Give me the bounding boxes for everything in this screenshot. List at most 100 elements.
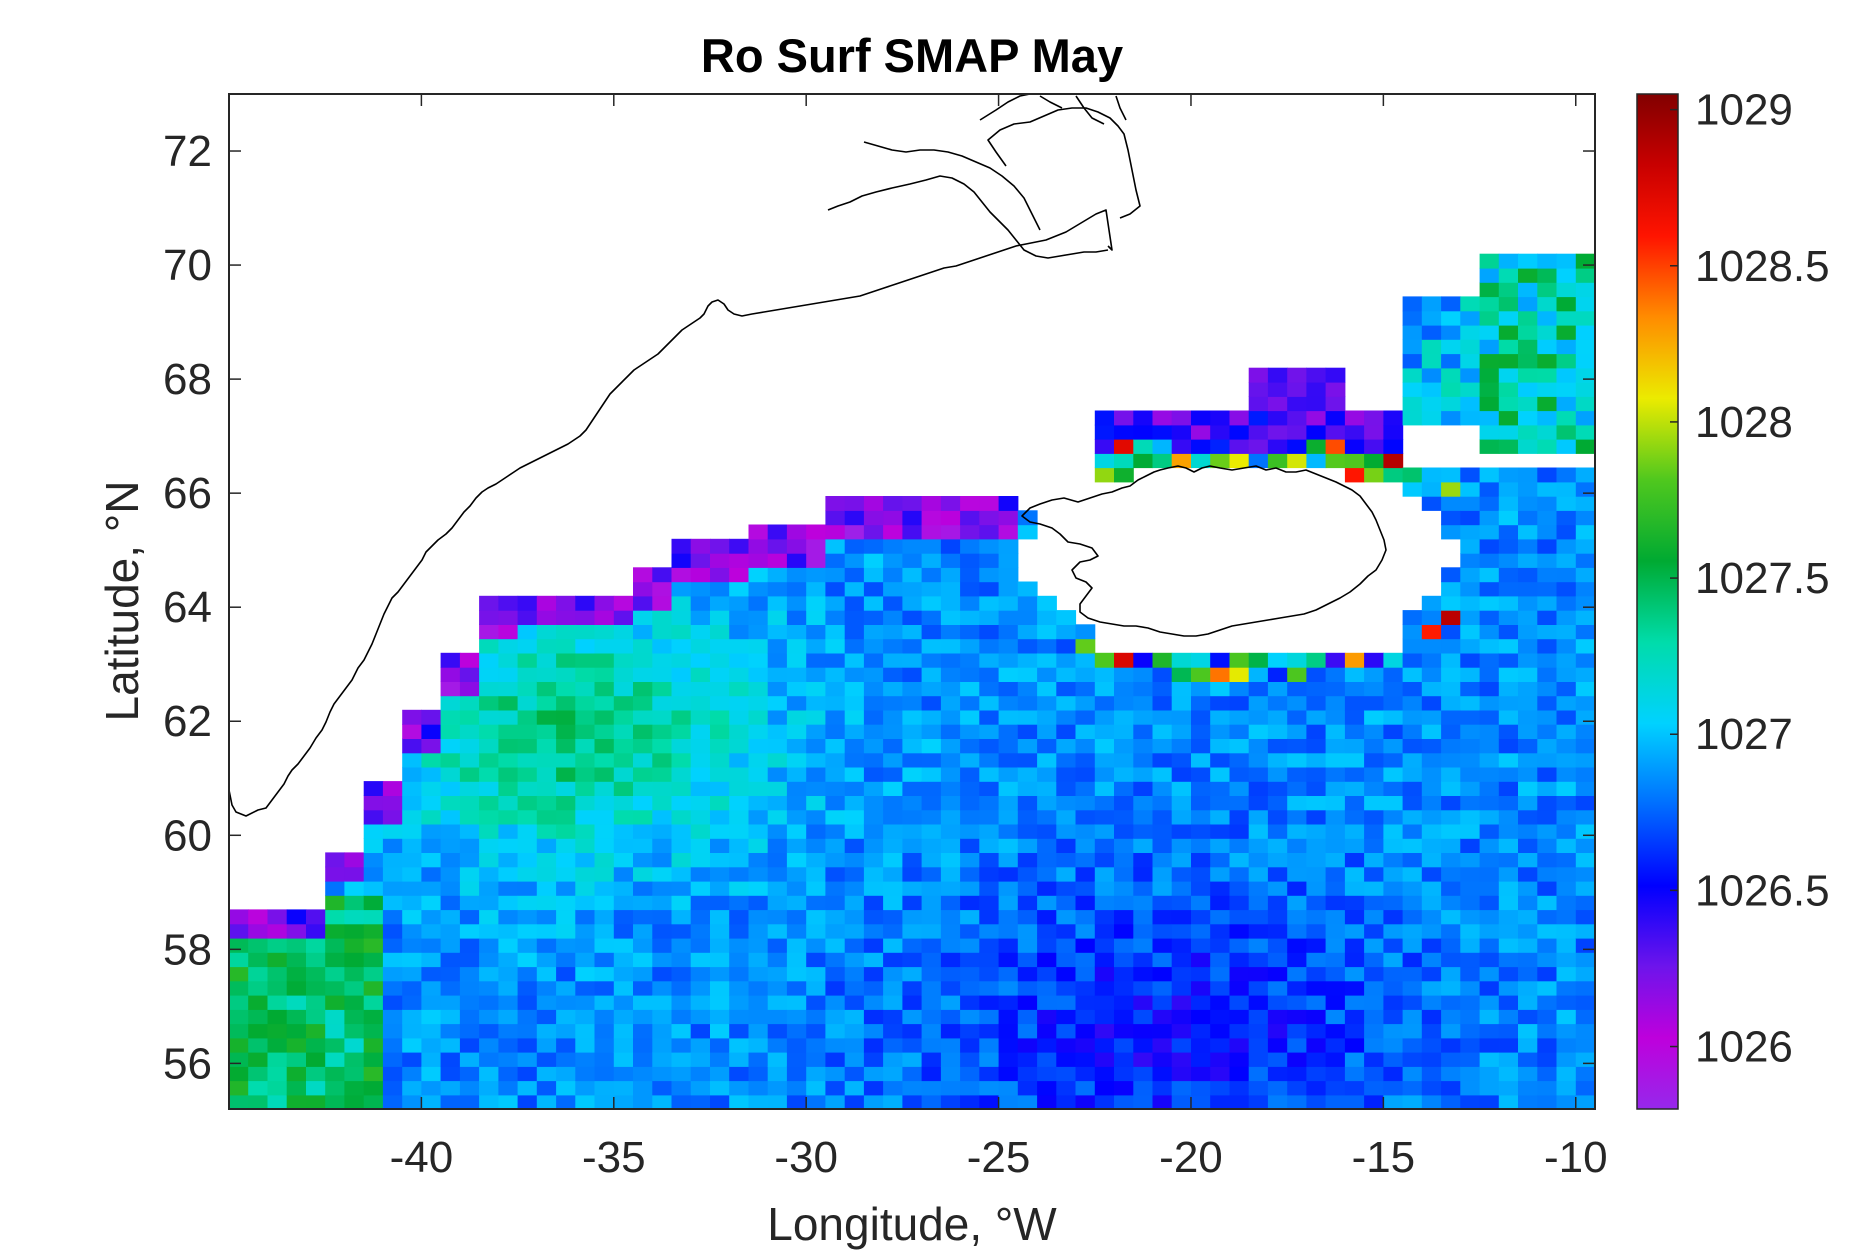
heatmap-cell [883, 595, 903, 611]
heatmap-cell [1518, 795, 1538, 811]
heatmap-cell [633, 1094, 653, 1109]
heatmap-cell [883, 581, 903, 597]
heatmap-cell [1479, 496, 1500, 511]
heatmap-cell [1152, 880, 1173, 896]
heatmap-cell [1460, 923, 1481, 939]
heatmap-cell [1133, 1009, 1154, 1025]
heatmap-cell [1498, 610, 1519, 625]
heatmap-cell [229, 923, 249, 939]
heatmap-cell [998, 624, 1019, 640]
heatmap-cell [979, 1066, 1000, 1082]
heatmap-cell [1344, 652, 1365, 668]
heatmap-cell [1421, 1009, 1442, 1025]
heatmap-cell [1383, 937, 1404, 953]
heatmap-cell [940, 610, 961, 625]
heatmap-cell [806, 866, 826, 882]
heatmap-cell [960, 880, 980, 896]
heatmap-cell [1556, 581, 1577, 597]
heatmap-cell [1383, 738, 1404, 754]
colorbar-tick-label: 1029 [1695, 86, 1793, 135]
heatmap-cell [786, 909, 807, 925]
heatmap-cell [1114, 453, 1134, 469]
heatmap-cell [517, 866, 538, 882]
heatmap-cell [863, 738, 884, 754]
heatmap-cell [556, 995, 576, 1010]
heatmap-cell [1421, 1052, 1442, 1067]
heatmap-cell [671, 809, 692, 825]
heatmap-cell [1191, 766, 1211, 782]
heatmap-cell [786, 638, 807, 654]
heatmap-cell [1421, 766, 1442, 782]
heatmap-cell [902, 610, 923, 625]
heatmap-cell [671, 895, 692, 911]
heatmap-cell [729, 595, 749, 611]
heatmap-cell [498, 880, 519, 896]
heatmap-cell [1017, 1080, 1038, 1096]
heatmap-cell [1191, 795, 1211, 811]
heatmap-cell [440, 852, 461, 868]
heatmap-cell [402, 795, 422, 811]
heatmap-cell [863, 895, 884, 911]
heatmap-cell [1575, 1037, 1595, 1053]
iceland-coastline [1021, 465, 1387, 637]
heatmap-cell [1344, 439, 1365, 454]
heatmap-cell [1017, 937, 1038, 953]
heatmap-cell [1556, 467, 1577, 483]
heatmap-cell [1575, 781, 1595, 796]
heatmap-cell [1017, 738, 1038, 754]
heatmap-cell [1556, 424, 1577, 440]
heatmap-cell [286, 980, 307, 996]
heatmap-cell [1556, 952, 1577, 968]
heatmap-cell [1441, 510, 1461, 526]
heatmap-cell [556, 1066, 576, 1082]
greenland-fjord-4 [979, 93, 1127, 125]
heatmap-cell [1017, 624, 1038, 640]
heatmap-cell [960, 595, 980, 611]
heatmap-cell [536, 866, 557, 882]
heatmap-cell [1287, 738, 1307, 754]
heatmap-cell [748, 909, 769, 925]
heatmap-cell [1556, 681, 1577, 697]
heatmap-cell [806, 567, 826, 583]
heatmap-cell [1498, 538, 1519, 554]
heatmap-cell [1306, 439, 1327, 454]
heatmap-cell [344, 1009, 365, 1025]
heatmap-cell [786, 538, 807, 554]
heatmap-cell [594, 795, 615, 811]
heatmap-cell [748, 610, 769, 625]
heatmap-cell [1306, 1023, 1327, 1039]
heatmap-cell [1441, 724, 1461, 739]
heatmap-cell [479, 966, 499, 982]
heatmap-cell [921, 995, 942, 1010]
heatmap-cell [1575, 966, 1595, 982]
heatmap-cell [1267, 681, 1288, 697]
heatmap-cell [825, 952, 846, 968]
heatmap-cell [883, 681, 903, 697]
heatmap-cell [633, 952, 653, 968]
heatmap-cell [921, 709, 942, 725]
heatmap-cell [363, 880, 384, 896]
heatmap-cell [1556, 766, 1577, 782]
heatmap-cell [1421, 1066, 1442, 1082]
heatmap-cell [325, 923, 345, 939]
heatmap-cell [536, 980, 557, 996]
heatmap-cell [1441, 995, 1461, 1010]
heatmap-cell [1114, 1094, 1134, 1109]
heatmap-cell [613, 838, 634, 853]
heatmap-cell [1075, 1094, 1096, 1109]
heatmap-cell [1191, 1023, 1211, 1039]
heatmap-cell [1094, 1037, 1115, 1053]
heatmap-cell [748, 624, 769, 640]
heatmap-cell [479, 638, 499, 654]
heatmap-cell [690, 1066, 711, 1082]
heatmap-cell [1248, 880, 1269, 896]
heatmap-cell [536, 880, 557, 896]
heatmap-cell [1441, 1037, 1461, 1053]
heatmap-cell [1191, 652, 1211, 668]
heatmap-cell [1537, 766, 1558, 782]
heatmap-cell [1017, 1052, 1038, 1067]
heatmap-cell [940, 809, 961, 825]
heatmap-cell [1191, 880, 1211, 896]
heatmap-cell [1191, 1009, 1211, 1025]
